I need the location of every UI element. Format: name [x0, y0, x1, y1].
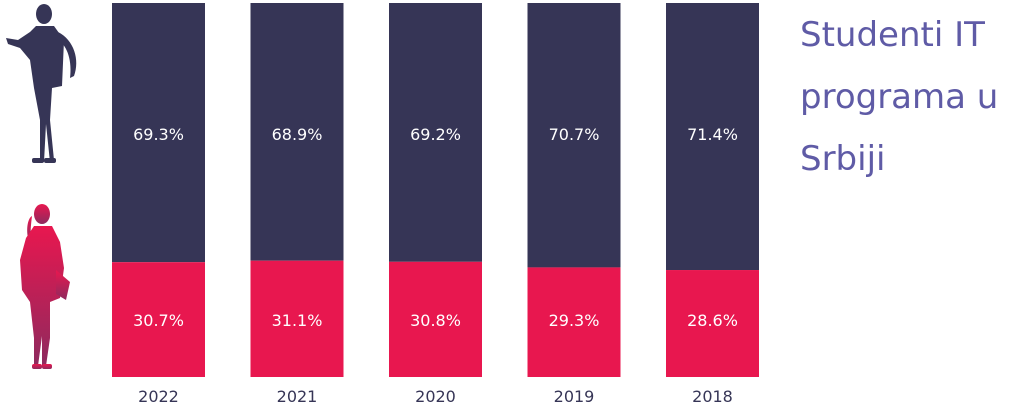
data-label-female-2022: 30.7%: [133, 311, 184, 330]
data-label-male-2022: 69.3%: [133, 125, 184, 144]
data-label-female-2021: 31.1%: [272, 311, 323, 330]
data-label-female-2018: 28.6%: [687, 311, 738, 330]
data-label-female-2019: 29.3%: [549, 311, 600, 330]
x-tick-label-2020: 2020: [415, 387, 456, 405]
data-label-female-2020: 30.8%: [410, 311, 461, 330]
female-student-icon: [20, 204, 70, 369]
bar-male-2018: [666, 3, 759, 271]
bar-female-2021: [250, 260, 344, 377]
chart-title: Studenti IT programa u Srbiji: [800, 15, 999, 179]
x-tick-label-2019: 2019: [554, 387, 595, 405]
bar-male-2022: [112, 3, 205, 263]
bar-male-2021: [250, 3, 344, 261]
bar-male-2019: [527, 3, 621, 268]
data-label-male-2019: 70.7%: [549, 125, 600, 144]
male-student-icon: [6, 4, 77, 163]
bar-female-2022: [112, 262, 205, 377]
data-label-male-2020: 69.2%: [410, 125, 461, 144]
data-label-male-2021: 68.9%: [272, 125, 323, 144]
bar-female-2018: [666, 270, 759, 377]
bar-male-2020: [389, 3, 482, 262]
data-label-male-2018: 71.4%: [687, 125, 738, 144]
x-tick-label-2021: 2021: [277, 387, 318, 405]
bar-female-2019: [527, 267, 621, 377]
x-tick-label-2018: 2018: [692, 387, 733, 405]
x-tick-label-2022: 2022: [138, 387, 179, 405]
bar-female-2020: [389, 261, 482, 377]
